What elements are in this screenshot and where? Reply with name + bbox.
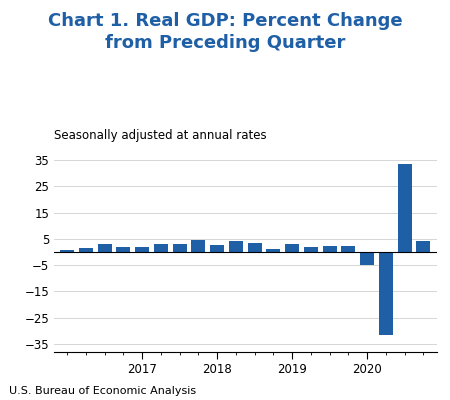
Bar — [342, 246, 356, 252]
Text: Seasonally adjusted at annual rates: Seasonally adjusted at annual rates — [54, 129, 266, 142]
Bar — [154, 244, 168, 252]
Bar — [191, 240, 205, 252]
Bar — [360, 252, 374, 265]
Bar — [229, 241, 243, 252]
Bar — [323, 246, 337, 252]
Bar — [117, 247, 130, 252]
Bar — [135, 247, 149, 252]
Bar — [79, 248, 93, 252]
Bar — [248, 243, 261, 252]
Text: Chart 1. Real GDP: Percent Change
from Preceding Quarter: Chart 1. Real GDP: Percent Change from P… — [48, 12, 402, 52]
Bar — [266, 249, 280, 252]
Bar — [416, 242, 430, 252]
Bar — [398, 164, 412, 252]
Bar — [285, 244, 299, 252]
Bar — [304, 247, 318, 252]
Bar — [379, 252, 393, 335]
Bar — [60, 250, 74, 252]
Bar — [210, 246, 224, 252]
Text: U.S. Bureau of Economic Analysis: U.S. Bureau of Economic Analysis — [9, 386, 196, 396]
Bar — [173, 244, 187, 252]
Bar — [98, 244, 112, 252]
